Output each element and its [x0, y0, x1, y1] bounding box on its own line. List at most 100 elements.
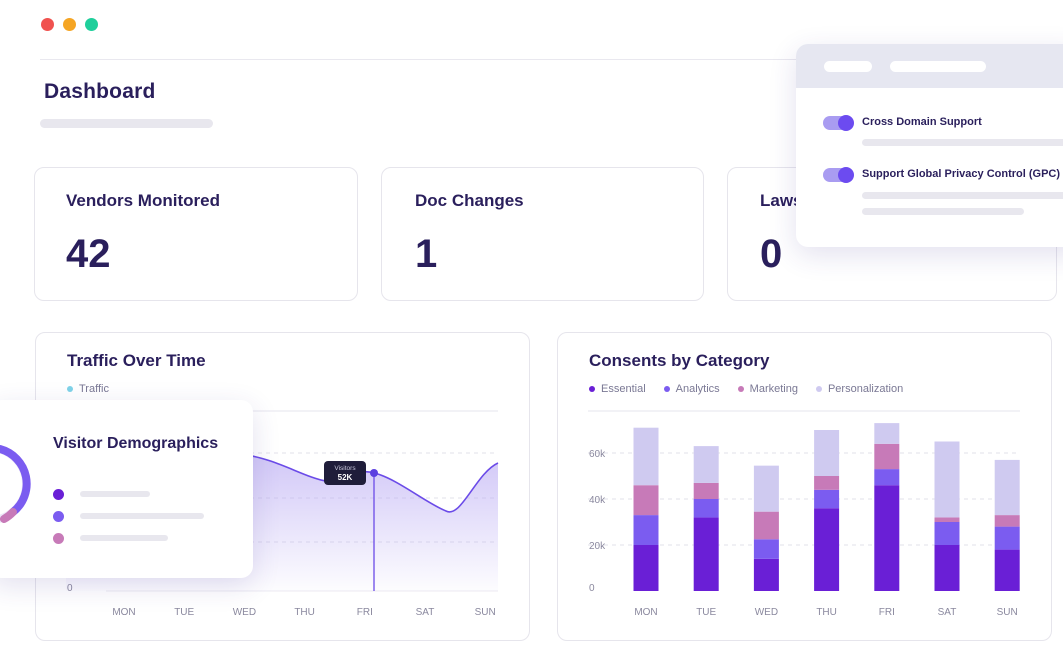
legend-dot-icon: [67, 386, 73, 392]
x-tick-label: SUN: [997, 607, 1018, 618]
bar-personalization-sat[interactable]: [934, 441, 960, 518]
consents-chart-card: Consents by Category Essential Analytics M…: [557, 332, 1052, 641]
bar-personalization-mon[interactable]: [633, 427, 659, 486]
legend-label: Marketing: [749, 383, 798, 395]
bar-marketing-sun[interactable]: [994, 515, 1020, 527]
legend-label: Traffic: [79, 383, 109, 395]
bar-analytics-wed[interactable]: [753, 539, 779, 559]
bar-marketing-tue[interactable]: [693, 482, 719, 499]
legend-placeholder: [80, 535, 168, 541]
toggle-label: Cross Domain Support: [862, 116, 982, 128]
chart-legend: Essential Analytics Marketing Personalizati…: [589, 383, 903, 395]
header-divider: [40, 59, 1063, 60]
x-tick-label: TUE: [696, 607, 716, 618]
bar-essential-sat[interactable]: [934, 545, 960, 591]
x-tick-label: SAT: [416, 607, 435, 618]
bar-analytics-mon[interactable]: [633, 515, 659, 545]
stat-value: 1: [415, 232, 438, 276]
legend-label: Analytics: [675, 383, 720, 395]
chart-title: Consents by Category: [589, 351, 770, 370]
legend-dot-icon: [53, 533, 64, 544]
bar-marketing-thu[interactable]: [814, 476, 840, 490]
legend-dot-icon: [53, 489, 64, 500]
x-tick-label: MON: [112, 607, 135, 618]
bar-marketing-mon[interactable]: [633, 485, 659, 516]
window-close-button[interactable]: [41, 18, 54, 31]
bar-marketing-wed[interactable]: [753, 511, 779, 540]
chart-title: Traffic Over Time: [67, 351, 206, 370]
y-tick-label: 20k: [589, 541, 606, 552]
bar-essential-fri[interactable]: [874, 485, 900, 591]
bar-personalization-wed[interactable]: [753, 465, 779, 512]
stat-card-doc-changes[interactable]: Doc Changes 1: [381, 167, 704, 301]
legend-item-marketing: Marketing: [737, 383, 798, 395]
tooltip-box: [324, 461, 366, 485]
x-tick-label: THU: [294, 607, 315, 618]
description-placeholder: [862, 192, 1063, 199]
gpc-toggle[interactable]: [823, 167, 854, 183]
legend-label: Personalization: [827, 383, 904, 395]
cross-domain-toggle[interactable]: [823, 115, 854, 131]
bar-essential-sun[interactable]: [994, 549, 1020, 591]
x-tick-label: TUE: [174, 607, 194, 618]
bar-essential-wed[interactable]: [753, 558, 779, 591]
window-minimize-button[interactable]: [63, 18, 76, 31]
description-placeholder: [862, 208, 1024, 215]
legend-item-traffic: Traffic: [67, 383, 109, 395]
bar-marketing-sat[interactable]: [934, 517, 960, 522]
legend-placeholder: [80, 491, 150, 497]
toggle-label: Support Global Privacy Control (GPC): [862, 168, 1061, 180]
bar-marketing-fri[interactable]: [874, 443, 900, 470]
legend-label: Essential: [601, 383, 646, 395]
highlight-point[interactable]: [370, 469, 378, 477]
bar-personalization-sun[interactable]: [994, 459, 1020, 516]
settings-popup: Cross Domain Support Support Global Priv…: [796, 44, 1063, 247]
bar-essential-thu[interactable]: [814, 508, 840, 591]
visitor-demographics-popup: Visitor Demographics: [0, 400, 253, 578]
stat-label: Laws: [760, 191, 803, 210]
y-tick-label: 0: [589, 583, 595, 594]
legend-dot-icon: [737, 386, 744, 392]
subtitle-placeholder: [40, 119, 213, 128]
x-tick-label: WED: [233, 607, 256, 618]
y-tick-label: 60k: [589, 449, 606, 460]
bar-personalization-tue[interactable]: [693, 446, 719, 483]
bar-analytics-fri[interactable]: [874, 469, 900, 486]
tooltip-value: 52K: [338, 473, 353, 482]
bar-essential-tue[interactable]: [693, 517, 719, 591]
legend-placeholder: [80, 513, 204, 519]
x-tick-label: THU: [816, 607, 837, 618]
toggle-knob: [838, 115, 854, 131]
toggle-knob: [838, 167, 854, 183]
bar-analytics-sun[interactable]: [994, 526, 1020, 550]
header-placeholder: [890, 61, 986, 72]
bar-essential-mon[interactable]: [633, 545, 659, 591]
x-tick-label: SAT: [938, 607, 957, 618]
window-maximize-button[interactable]: [85, 18, 98, 31]
bar-personalization-fri[interactable]: [874, 423, 900, 444]
header-placeholder: [824, 61, 872, 72]
donut-segment-analytics: [0, 445, 31, 516]
bar-personalization-thu[interactable]: [814, 430, 840, 476]
x-tick-label: FRI: [879, 607, 895, 618]
stat-value: 42: [66, 232, 111, 276]
demographics-donut: [0, 445, 31, 523]
x-tick-label: FRI: [357, 607, 373, 618]
stat-label: Vendors Monitored: [66, 191, 220, 210]
bar-analytics-tue[interactable]: [693, 499, 719, 518]
bar-analytics-sat[interactable]: [934, 522, 960, 545]
x-axis-ticks: MON TUE WED THU FRI SAT SUN: [112, 607, 495, 618]
description-placeholder: [862, 139, 1063, 146]
y-tick-label: 40k: [589, 495, 606, 506]
legend-dot-icon: [53, 511, 64, 522]
stat-card-vendors[interactable]: Vendors Monitored 42: [34, 167, 358, 301]
popup-header: [796, 44, 1063, 88]
legend-item-analytics: Analytics: [663, 383, 720, 395]
legend-item-essential: Essential: [589, 383, 646, 395]
page-title: Dashboard: [44, 80, 156, 103]
stat-value: 0: [760, 232, 783, 276]
bar-analytics-thu[interactable]: [814, 489, 840, 509]
donut-segment-marketing: [0, 508, 17, 523]
x-tick-label: WED: [755, 607, 778, 618]
consents-chart: 0 20k 40k 60k MON TUE WED THU FRI SAT SUN: [588, 410, 1020, 618]
